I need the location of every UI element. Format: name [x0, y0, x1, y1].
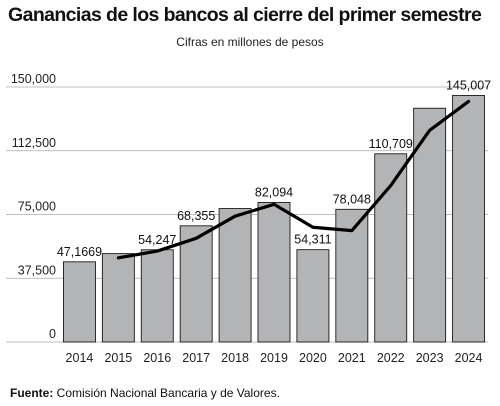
source-note: Fuente: Comisión Nacional Bancaria y de …	[10, 386, 280, 400]
x-tick-label: 2020	[299, 351, 327, 365]
x-tick-label: 2017	[182, 351, 210, 365]
x-tick-label: 2018	[221, 351, 249, 365]
x-tick-label: 2014	[66, 351, 94, 365]
source-label: Fuente:	[10, 386, 54, 400]
x-tick-label: 2015	[104, 351, 132, 365]
data-label: 110,709	[369, 137, 413, 151]
source-text: Comisión Nacional Bancaria y de Valores.	[53, 386, 280, 400]
bar	[452, 95, 485, 343]
x-tick-label: 2019	[260, 351, 288, 365]
bar	[179, 225, 213, 343]
data-label: 82,094	[255, 185, 293, 199]
chart-subtitle: Cifras en millones de pesos	[176, 35, 324, 49]
series-line	[116, 99, 471, 260]
bar	[218, 208, 252, 343]
data-label: 54,247	[138, 233, 176, 247]
bar	[101, 253, 135, 343]
x-tick-label: 2016	[143, 351, 171, 365]
bar	[63, 261, 96, 343]
bar	[257, 201, 291, 343]
data-label: 78,048	[333, 192, 371, 206]
bar	[140, 249, 174, 343]
bar	[413, 107, 447, 343]
y-tick-label: 75,000	[18, 200, 56, 214]
y-tick-label: 37,500	[18, 263, 56, 277]
y-tick-label: 150,000	[11, 72, 56, 86]
chart-title: Ganancias de los bancos al cierre del pr…	[8, 4, 482, 26]
data-label: 145,007	[446, 78, 491, 92]
data-label: 47,1669	[57, 245, 102, 259]
data-label: 68,355	[177, 209, 215, 223]
data-label: 54,311	[294, 233, 331, 247]
x-tick-label: 2022	[377, 351, 405, 365]
y-tick-label: 0	[49, 327, 56, 341]
bar	[374, 153, 408, 343]
x-tick-label: 2024	[455, 351, 483, 365]
bar	[296, 249, 330, 343]
x-tick-label: 2021	[338, 351, 366, 365]
y-tick-label: 112,500	[12, 136, 56, 150]
x-tick-label: 2023	[416, 351, 444, 365]
